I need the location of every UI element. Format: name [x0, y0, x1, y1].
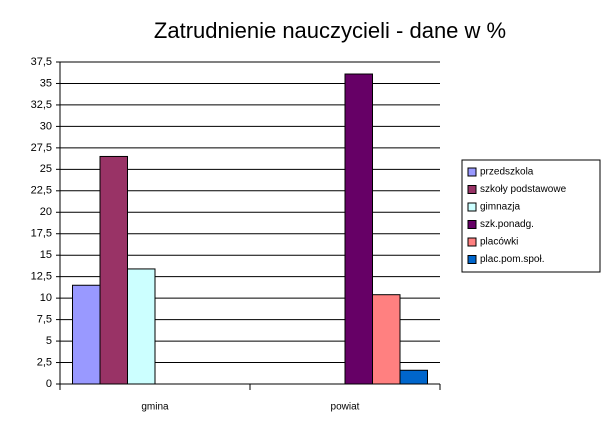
y-tick-label: 17,5 [31, 228, 52, 240]
y-tick-label: 5 [46, 335, 52, 347]
bar [399, 369, 428, 385]
bar [72, 284, 101, 385]
y-tick-label: 35 [40, 77, 52, 89]
legend-label: gimnazja [480, 202, 520, 213]
y-tick-label: 2,5 [37, 356, 52, 368]
x-tick-label: gmina [141, 402, 169, 413]
chart-title: Zatrudnienie nauczycieli - dane w % [154, 18, 506, 43]
y-tick-label: 0 [46, 378, 52, 390]
y-tick-label: 32,5 [31, 99, 52, 111]
y-tick-label: 30 [40, 120, 52, 132]
y-tick-label: 12,5 [31, 271, 52, 283]
y-tick-label: 10 [40, 292, 52, 304]
bar [344, 73, 373, 385]
bar [127, 268, 156, 385]
legend-label: placówki [480, 237, 518, 248]
y-tick-label: 22,5 [31, 185, 52, 197]
bar [372, 294, 401, 385]
legend-swatch [467, 185, 477, 194]
legend-label: szk.ponadg. [480, 219, 534, 230]
legend-label: plac.pom.społ. [480, 254, 544, 265]
legend-label: przedszkola [480, 167, 534, 178]
y-tick-label: 37,5 [31, 56, 52, 68]
y-tick-label: 20 [40, 206, 52, 218]
y-tick-label: 25 [40, 163, 52, 175]
legend-swatch [467, 167, 477, 177]
legend-swatch [467, 255, 477, 264]
y-tick-label: 7,5 [37, 314, 52, 326]
legend-swatch [467, 220, 477, 229]
bar [99, 155, 128, 385]
legend-swatch [467, 237, 477, 247]
legend-label: szkoły podstawowe [480, 184, 567, 195]
legend-swatch [467, 202, 477, 212]
x-tick-label: powiat [331, 402, 360, 413]
legend-box [461, 159, 601, 273]
y-tick-label: 27,5 [31, 142, 52, 154]
y-tick-label: 15 [40, 249, 52, 261]
